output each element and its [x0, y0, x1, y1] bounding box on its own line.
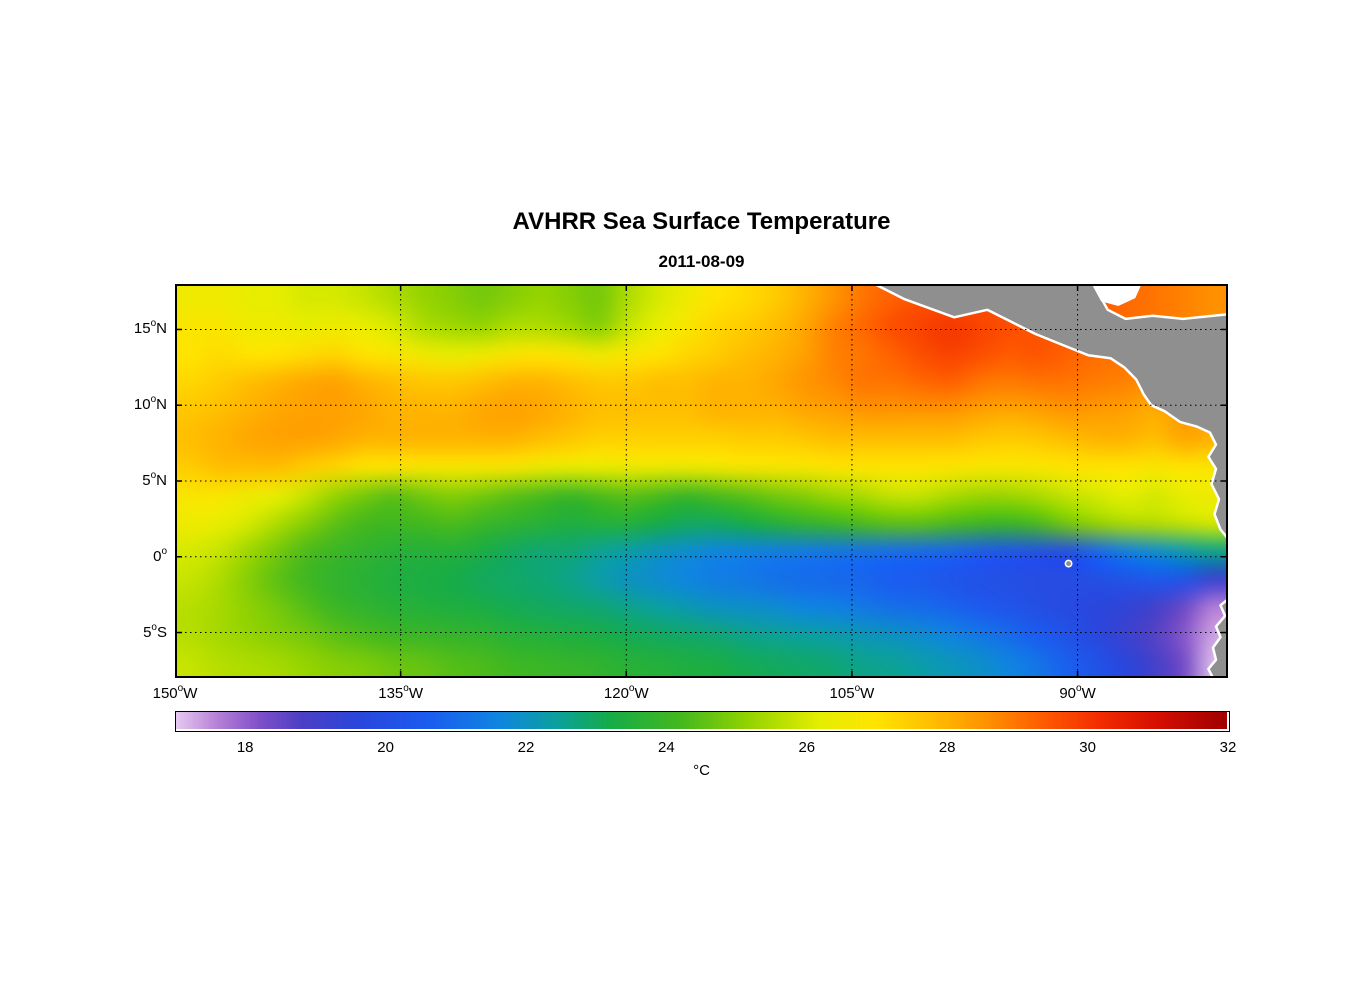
chart-title: AVHRR Sea Surface Temperature	[512, 208, 891, 235]
colorbar-tick-label: 26	[798, 739, 816, 756]
colorbar-tick-label: 24	[658, 739, 675, 756]
y-tick-label: 15oN	[133, 318, 167, 338]
land-peru-coast	[1207, 597, 1228, 678]
colorbar-tick-label: 32	[1219, 739, 1237, 756]
colorbar-tick-label: 28	[938, 739, 956, 756]
x-tick-label: 105oW	[829, 683, 875, 703]
colorbar-tick-label: 22	[517, 739, 535, 756]
island-galapagos	[1064, 559, 1073, 568]
colorbar-canvas	[176, 712, 1227, 729]
land-central-america	[873, 284, 1228, 540]
x-tick-label: 135oW	[378, 683, 424, 703]
chart-subtitle: 2011-08-09	[658, 252, 745, 271]
y-tick-label: 5oS	[143, 621, 167, 641]
colorbar-tick-label: 30	[1079, 739, 1096, 756]
colorbar	[175, 711, 1230, 732]
y-tick-label: 5oN	[142, 470, 167, 490]
x-tick-label: 90oW	[1059, 683, 1096, 703]
y-tick-label: 10oN	[133, 394, 167, 414]
plot-area	[175, 284, 1228, 678]
x-tick-label: 150oW	[152, 683, 198, 703]
axes-frame	[175, 284, 1228, 678]
map-overlay-svg	[175, 284, 1228, 678]
colorbar-tick-label: 18	[236, 739, 254, 756]
colorbar-unit-label: °C	[693, 762, 710, 779]
colorbar-tick-label: 20	[377, 739, 394, 756]
y-tick-label: 0o	[153, 545, 167, 565]
x-tick-label: 120oW	[603, 683, 649, 703]
nodata-patch	[1091, 284, 1142, 306]
